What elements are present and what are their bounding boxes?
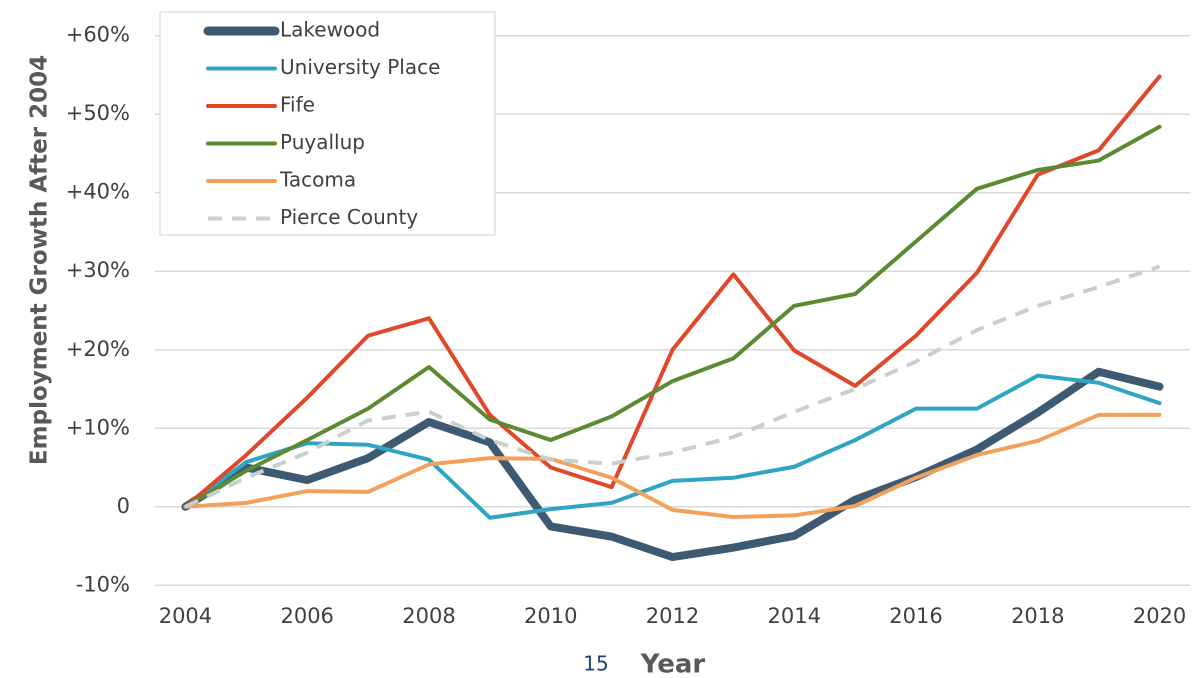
x-tick-label: 2020 [1133, 604, 1186, 628]
legend-label: Pierce County [280, 205, 418, 229]
x-tick-label: 2010 [524, 604, 577, 628]
line-series [183, 373, 1162, 520]
y-tick-label: +60% [66, 23, 130, 47]
page-number: 15 [583, 652, 608, 676]
legend-box [159, 11, 496, 236]
x-tick-label: 2018 [1011, 604, 1064, 628]
y-tick-label: +50% [66, 101, 130, 125]
line-series [183, 74, 1162, 509]
x-axis-label: Year [640, 650, 706, 678]
legend: Lakewood University Place Fife Puyallup Taco… [159, 11, 496, 236]
line-series [181, 367, 1164, 562]
x-tick-label: 2014 [768, 604, 821, 628]
x-tick-label: 2012 [646, 604, 699, 628]
x-tick-label: 2006 [280, 604, 333, 628]
line-series [184, 264, 1161, 509]
legend-label: Fife [280, 93, 315, 117]
line-series [183, 412, 1162, 519]
y-tick-label: +20% [66, 337, 130, 361]
y-axis-label: Employment Growth After 2004 [27, 55, 53, 465]
y-tick-label: 0 [117, 494, 130, 518]
x-tick-label: 2016 [889, 604, 942, 628]
y-tick-label: +10% [66, 415, 130, 439]
line-series [183, 124, 1162, 509]
legend-label: Puyallup [280, 130, 365, 154]
legend-label: Lakewood [280, 18, 380, 42]
x-tick-label: 2008 [402, 604, 455, 628]
legend-label: University Place [280, 55, 440, 79]
legend-label: Tacoma [279, 168, 356, 192]
x-tick-label: 2004 [159, 604, 212, 628]
y-tick-label: -10% [76, 572, 130, 596]
y-tick-label: +30% [66, 258, 130, 282]
y-tick-label: +40% [66, 180, 130, 204]
